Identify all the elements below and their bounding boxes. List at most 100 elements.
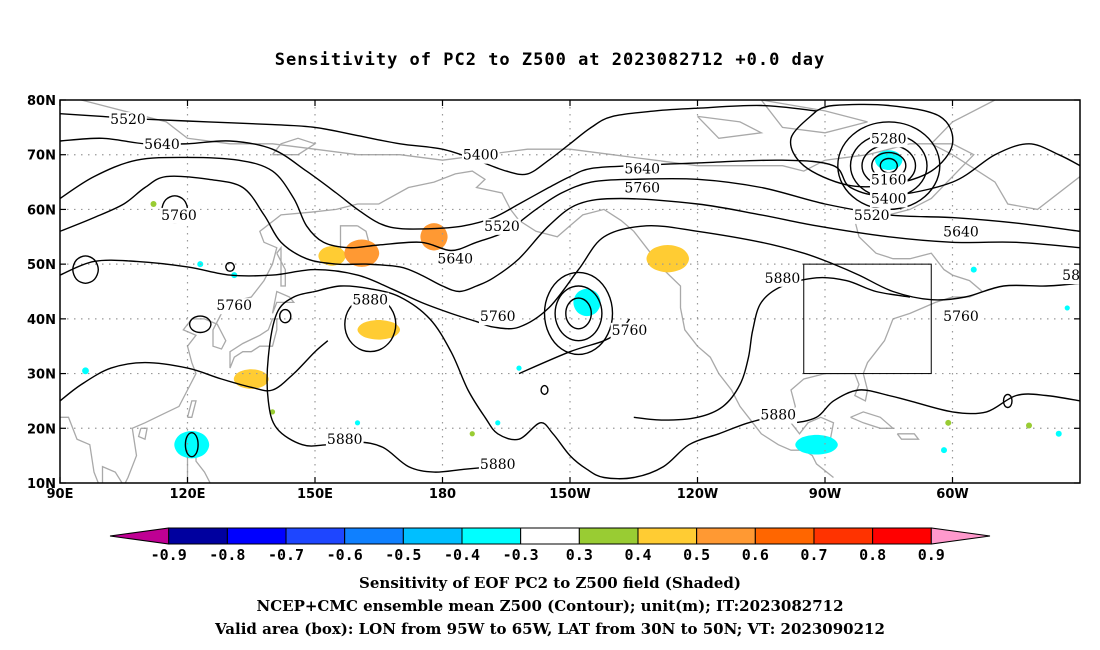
- colorbar-label: 0.9: [918, 546, 945, 564]
- sensitivity-shading: [82, 150, 1070, 459]
- colorbar-label: -0.3: [503, 546, 539, 564]
- sensitivity-speck: [469, 431, 475, 437]
- contour-label: 5400: [463, 148, 499, 164]
- colorbar-swatch: [402, 527, 463, 545]
- colorbar-label: -0.8: [209, 546, 245, 564]
- contour-label: 5640: [624, 161, 660, 177]
- x-tick-label: 120W: [677, 487, 718, 502]
- colorbar-label: 0.5: [683, 546, 710, 564]
- coastline: [271, 137, 317, 156]
- contour-label-bg: [869, 172, 908, 189]
- coastline: [137, 427, 148, 441]
- z500-closed-contour: [1002, 393, 1013, 409]
- z500-contour-line: [789, 103, 954, 188]
- colorbar-swatch: [520, 527, 580, 545]
- coastline: [229, 318, 278, 369]
- contour-label-bg: [623, 180, 662, 197]
- colorbar-label: 0.7: [800, 546, 827, 564]
- contour-label-bg: [610, 322, 649, 339]
- positive-sensitivity-patch: [233, 369, 269, 389]
- coastline: [60, 416, 99, 483]
- y-tick-label: 80N: [27, 94, 56, 109]
- z500-contour-line: [60, 156, 1080, 252]
- colorbar-swatch: [226, 527, 287, 545]
- contour-label-bg: [869, 191, 908, 208]
- z500-contour-line: [314, 285, 1080, 480]
- contour-label-bg: [478, 456, 517, 473]
- colorbar-swatch: [578, 527, 639, 545]
- z500-closed-contour: [540, 384, 549, 396]
- contour-label: 5640: [144, 137, 180, 153]
- colorbar-label: -0.4: [444, 546, 480, 564]
- x-tick-label: 180: [429, 487, 456, 502]
- contour-label-bg: [623, 161, 662, 178]
- z500-contour-line: [60, 224, 1080, 330]
- negative-sensitivity-patch: [795, 434, 838, 455]
- contour-label-bg: [1061, 268, 1080, 285]
- sensitivity-speck: [516, 365, 522, 371]
- positive-sensitivity-patch: [420, 223, 448, 251]
- contour-label-bg: [436, 251, 475, 268]
- positive-sensitivity-patch: [357, 320, 400, 340]
- contour-label: 5760: [624, 181, 660, 197]
- contour-label: 5640: [943, 224, 979, 240]
- contour-label-bg: [763, 270, 802, 287]
- colorbar-swatch: [461, 527, 522, 545]
- negative-sensitivity-patch: [174, 431, 210, 459]
- sensitivity-speck: [1026, 422, 1032, 429]
- colorbar-label: 0.8: [859, 546, 886, 564]
- sensitivity-speck: [1055, 430, 1062, 437]
- colorbar-swatch: [754, 527, 815, 545]
- sensitivity-speck: [1064, 305, 1070, 311]
- x-tick-label: 90W: [809, 487, 841, 502]
- z500-contour-line: [633, 276, 911, 421]
- coastline: [930, 100, 1080, 211]
- positive-sensitivity-patch: [344, 239, 380, 267]
- contour-label-bg: [143, 136, 181, 153]
- coastline: [697, 115, 764, 139]
- coastline: [276, 245, 286, 287]
- coastline: [101, 170, 834, 483]
- contour-label-bg: [483, 218, 521, 235]
- sensitivity-speck: [269, 409, 276, 415]
- colorbar-swatch: [285, 527, 346, 545]
- z500-closed-contour: [879, 157, 899, 174]
- contour-label-bg: [351, 292, 390, 309]
- axis-ticks: 90E 120E 150E 180 150W 120W 90W 60W 10N 20N 30N 40N…: [27, 94, 1080, 502]
- z500-contour-line: [266, 290, 494, 473]
- contour-label: 5880: [327, 432, 363, 448]
- contour-label-bg: [215, 298, 254, 315]
- contour-label-bg: [852, 207, 891, 224]
- colorbar: -0.9 -0.8 -0.7 -0.6 -0.5 -0.4 -0.3 0.3 0.4 0.5 0.6…: [109, 527, 991, 564]
- y-tick-label: 10N: [27, 477, 56, 492]
- z500-contour-line: [60, 175, 1080, 293]
- colorbar-label: 0.3: [566, 546, 593, 564]
- colorbar-label: -0.6: [327, 546, 363, 564]
- coastline: [896, 433, 920, 440]
- caption-line-3: Valid area (box): LON from 95W to 65W, L…: [215, 620, 885, 638]
- contour-label: 5160: [871, 172, 907, 188]
- caption-line-1: Sensitivity of EOF PC2 to Z500 field (Sh…: [359, 574, 741, 592]
- colorbar-label: 0.4: [624, 546, 651, 564]
- x-tick-label: 150E: [297, 487, 333, 502]
- sensitivity-speck: [150, 200, 157, 207]
- contour-label-bg: [478, 309, 517, 326]
- contour-label: 5880: [1062, 268, 1098, 284]
- map-title: Sensitivity of PC2 to Z500 at 2023082712…: [274, 50, 826, 70]
- contour-label: 5520: [854, 208, 890, 224]
- negative-sensitivity-patch: [875, 150, 903, 170]
- sensitivity-speck: [82, 367, 89, 375]
- colorbar-swatch: [344, 527, 404, 545]
- colorbar-label: -0.9: [151, 546, 187, 564]
- z500-contour-line: [60, 104, 817, 176]
- coastline: [271, 290, 296, 314]
- z500-contours: [60, 103, 1080, 480]
- contour-label: 5760: [612, 323, 648, 339]
- colorbar-label: -0.5: [385, 546, 421, 564]
- colorbar-swatch: [813, 527, 874, 545]
- contour-label: 5880: [760, 408, 796, 424]
- contour-label-bg: [942, 309, 980, 326]
- contour-label: 5880: [352, 293, 388, 309]
- coastline: [81, 100, 984, 451]
- contour-label: 5640: [437, 252, 473, 268]
